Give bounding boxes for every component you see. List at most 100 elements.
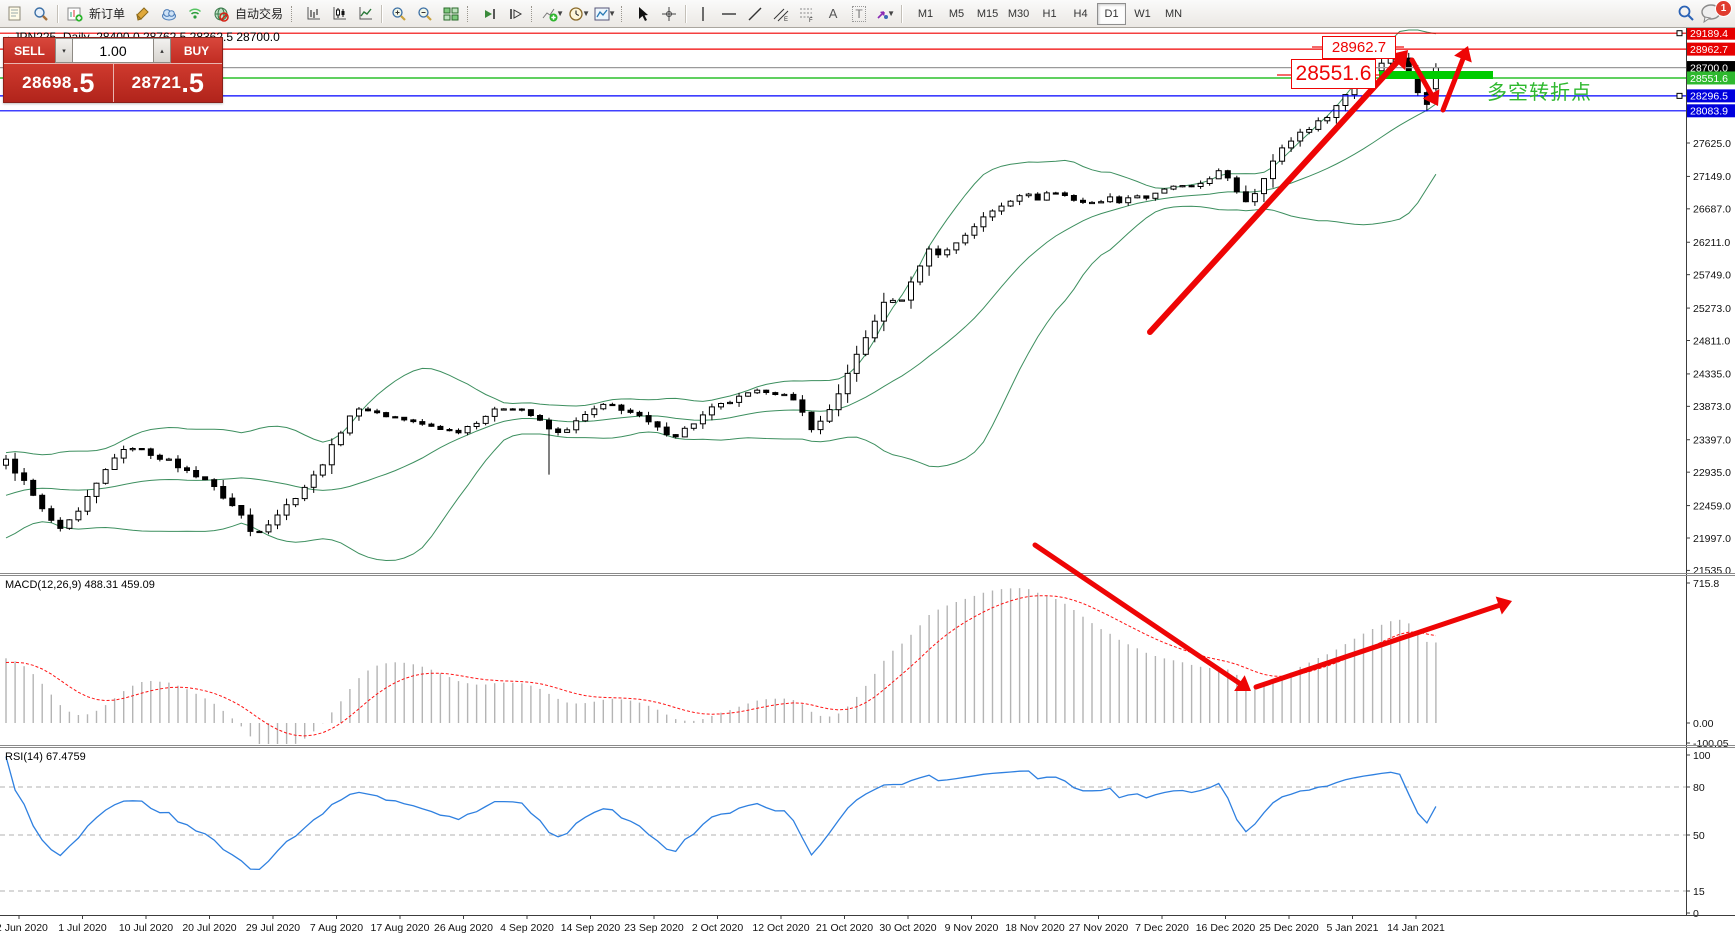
zoom-out-icon xyxy=(417,6,433,22)
search-button[interactable] xyxy=(1673,2,1699,24)
signals-button[interactable] xyxy=(182,3,208,25)
volume-increase-button[interactable]: ▴ xyxy=(153,38,171,63)
svg-text:24335.0: 24335.0 xyxy=(1693,369,1731,381)
timeframe-d1-button[interactable]: D1 xyxy=(1097,2,1127,25)
buy-price-button[interactable]: 28721.5 xyxy=(112,64,222,102)
svg-text:25749.0: 25749.0 xyxy=(1693,269,1731,281)
timeframe-m15-button[interactable]: M15 xyxy=(976,7,999,20)
text-tool-icon: A xyxy=(828,6,838,21)
turning-point-annotation[interactable]: 多空转折点 xyxy=(1487,82,1592,104)
auto-scroll-button[interactable] xyxy=(476,3,502,25)
volume-input[interactable]: 1.00 xyxy=(73,38,153,63)
sell-price-int: 28698 xyxy=(22,73,72,92)
svg-text:25 Dec 2020: 25 Dec 2020 xyxy=(1259,922,1319,934)
timeframe-h4-button[interactable]: H4 xyxy=(1073,7,1088,20)
line-chart-button[interactable] xyxy=(352,3,378,25)
tile-windows-button[interactable] xyxy=(438,3,464,25)
timeframe-m5-button[interactable]: M5 xyxy=(948,7,965,20)
bar-chart-button[interactable] xyxy=(300,3,326,25)
timeframe-m30-button[interactable]: M30 xyxy=(1007,7,1030,20)
volume-decrease-button[interactable]: ▾ xyxy=(55,38,73,63)
auto-trading-button[interactable] xyxy=(208,3,234,25)
indicators-button[interactable]: ▼ xyxy=(540,3,566,25)
gold-arrow-icon xyxy=(135,6,151,22)
auto-trading-label[interactable]: 自动交易 xyxy=(235,7,284,21)
svg-text:20 Jul 2020: 20 Jul 2020 xyxy=(182,922,236,934)
magnifier-icon xyxy=(33,6,49,22)
buy-button[interactable]: BUY xyxy=(171,38,222,63)
toolbar: 新订单 自动交易 ▼ ▼ ▼ E F A T ▼ M1 M5 M15 M30 H1 H4 D xyxy=(0,0,1735,28)
svg-text:15: 15 xyxy=(1693,886,1705,898)
buy-price-int: 28721 xyxy=(131,73,182,92)
chevron-down-icon: ▼ xyxy=(887,9,895,18)
svg-text:16 Dec 2020: 16 Dec 2020 xyxy=(1196,922,1256,934)
chevron-down-icon: ▼ xyxy=(608,9,616,18)
channel-tool-button[interactable]: E xyxy=(768,3,794,25)
price-annotation-28551[interactable]: 28551.6 xyxy=(1291,59,1376,89)
new-chart-button[interactable] xyxy=(2,3,28,25)
svg-text:23 Sep 2020: 23 Sep 2020 xyxy=(624,922,684,934)
svg-text:22459.0: 22459.0 xyxy=(1693,500,1731,512)
sell-button[interactable]: SELL xyxy=(4,38,55,63)
svg-text:28296.5: 28296.5 xyxy=(1690,91,1728,103)
profiles-button[interactable] xyxy=(28,3,54,25)
svg-text:28700.0: 28700.0 xyxy=(1690,62,1728,74)
data-window-button[interactable] xyxy=(156,3,182,25)
macd-label: MACD(12,26,9) 488.31 459.09 xyxy=(5,579,155,591)
search-icon xyxy=(1677,4,1695,22)
vline-tool-button[interactable] xyxy=(690,3,716,25)
chart-shift-icon xyxy=(508,7,523,21)
svg-text:22 Jun 2020: 22 Jun 2020 xyxy=(0,922,48,934)
chevron-down-icon: ▼ xyxy=(556,9,564,18)
svg-text:28962.7: 28962.7 xyxy=(1690,44,1728,56)
zoom-out-button[interactable] xyxy=(412,3,438,25)
crosshair-tool-button[interactable] xyxy=(656,3,682,25)
svg-text:24811.0: 24811.0 xyxy=(1693,335,1730,347)
new-order-label[interactable]: 新订单 xyxy=(89,7,126,21)
sell-price-dec: .5 xyxy=(71,67,95,98)
svg-text:26211.0: 26211.0 xyxy=(1693,237,1730,249)
fibonacci-icon: F xyxy=(799,6,815,22)
zoom-in-icon xyxy=(391,6,407,22)
svg-text:30 Oct 2020: 30 Oct 2020 xyxy=(879,922,936,934)
svg-text:26687.0: 26687.0 xyxy=(1693,204,1731,216)
cursor-tool-button[interactable] xyxy=(630,3,656,25)
cursor-icon xyxy=(636,6,650,22)
svg-text:F: F xyxy=(809,18,813,22)
text-tool-button[interactable]: A xyxy=(820,3,846,25)
svg-text:28551.6: 28551.6 xyxy=(1690,73,1728,85)
candlestick-button[interactable] xyxy=(326,3,352,25)
timeframe-group: M1 M5 M15 M30 H1 H4 D1 W1 MN xyxy=(910,2,1189,25)
arrows-tool-button[interactable]: ▼ xyxy=(872,3,898,25)
svg-text:21535.0: 21535.0 xyxy=(1693,565,1731,577)
svg-text:27625.0: 27625.0 xyxy=(1693,138,1731,150)
timeframe-w1-button[interactable]: W1 xyxy=(1134,7,1151,20)
document-icon xyxy=(8,6,22,21)
line-chart-icon xyxy=(358,6,373,21)
market-watch-button[interactable] xyxy=(130,3,156,25)
templates-button[interactable]: ▼ xyxy=(592,3,618,25)
new-order-icon xyxy=(67,6,84,22)
fibonacci-tool-button[interactable]: F xyxy=(794,3,820,25)
trendline-tool-button[interactable] xyxy=(742,3,768,25)
notifications-button[interactable]: 1 xyxy=(1699,0,1733,25)
chart-shift-button[interactable] xyxy=(502,3,528,25)
candlestick-icon xyxy=(332,6,347,21)
svg-text:7 Dec 2020: 7 Dec 2020 xyxy=(1135,922,1189,934)
hline-tool-button[interactable] xyxy=(716,3,742,25)
sell-price-button[interactable]: 28698.5 xyxy=(4,64,113,102)
price-annotation-28962[interactable]: 28962.7 xyxy=(1322,36,1396,59)
label-tool-button[interactable]: T xyxy=(846,3,872,25)
new-order-button[interactable] xyxy=(62,3,88,25)
timeframe-m1-button[interactable]: M1 xyxy=(917,7,934,20)
chevron-down-icon: ▼ xyxy=(582,9,590,18)
clock-icon xyxy=(568,6,584,22)
svg-text:9 Nov 2020: 9 Nov 2020 xyxy=(945,922,999,934)
timeframe-h1-button[interactable]: H1 xyxy=(1042,7,1057,20)
timeframe-mn-button[interactable]: MN xyxy=(1164,7,1183,20)
zoom-in-button[interactable] xyxy=(386,3,412,25)
periods-button[interactable]: ▼ xyxy=(566,3,592,25)
svg-text:28083.9: 28083.9 xyxy=(1690,106,1728,118)
svg-text:23873.0: 23873.0 xyxy=(1693,401,1731,413)
